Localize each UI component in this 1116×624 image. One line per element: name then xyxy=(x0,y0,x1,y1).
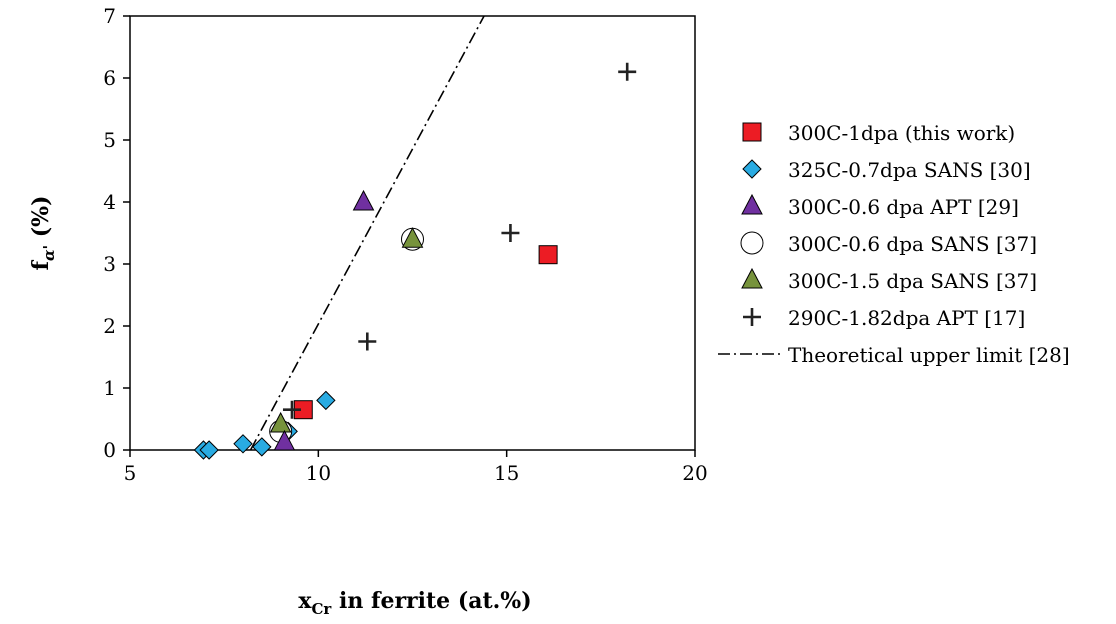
theory-line-layer xyxy=(249,15,485,451)
y-tick-label: 0 xyxy=(103,438,116,462)
data-point-triangle xyxy=(273,429,296,451)
y-tick-label: 3 xyxy=(103,252,116,276)
data-point-diamond xyxy=(252,437,272,457)
x-tick-label: 15 xyxy=(494,461,519,485)
x-tick-label: 5 xyxy=(124,461,137,485)
data-point-triangle xyxy=(352,189,375,211)
x-tick-label: 20 xyxy=(682,461,707,485)
data-point-triangle xyxy=(269,411,292,433)
data-point-diamond xyxy=(316,390,336,411)
data-point-plus xyxy=(618,62,637,81)
x-axis-label-rest: in ferrite (at.%) xyxy=(331,588,531,614)
data-point-square xyxy=(538,245,558,265)
legend-label: 300C-1.5 dpa SANS [37] xyxy=(788,269,1037,293)
legend-marker-square xyxy=(742,122,762,142)
axes: 5 10 15 20 0 1 2 3 4 5 6 7 xyxy=(103,4,707,485)
data-point-plus xyxy=(358,332,377,351)
legend-label: Theoretical upper limit [28] xyxy=(788,343,1070,367)
legend-marker-plus xyxy=(743,308,761,326)
legend-label: 300C-1dpa (this work) xyxy=(788,121,1015,145)
data-point-diamond xyxy=(199,440,219,460)
legend-label: 325C-0.7dpa SANS [30] xyxy=(788,158,1031,182)
legend-label: 300C-0.6 dpa APT [29] xyxy=(788,195,1019,219)
data-point-plus xyxy=(501,224,520,242)
y-tick-label: 4 xyxy=(103,190,116,214)
legend-marker-circle xyxy=(740,231,764,255)
y-axis-label-sub: α' xyxy=(40,245,58,261)
plot-frame xyxy=(129,15,696,451)
y-axis-label-main: f xyxy=(28,260,54,271)
legend-marker-triangle xyxy=(741,267,763,289)
legend-marker-triangle xyxy=(741,193,763,215)
y-tick-label: 2 xyxy=(103,314,116,338)
data-point-diamond xyxy=(233,434,253,454)
y-tick-label: 6 xyxy=(103,66,116,90)
y-axis-label: fα' (%) xyxy=(28,196,58,271)
legend-label: 300C-0.6 dpa SANS [37] xyxy=(788,232,1037,256)
y-tick-label: 5 xyxy=(103,128,116,152)
theory-line xyxy=(249,15,485,451)
legend-marker-diamond xyxy=(742,159,762,179)
data-point-plus xyxy=(282,400,301,419)
y-tick-label: 7 xyxy=(103,4,116,28)
y-tick-label: 1 xyxy=(103,376,116,400)
x-axis-label-main: x xyxy=(298,588,312,614)
x-tick-label: 10 xyxy=(306,461,331,485)
data-point-triangle xyxy=(401,227,424,248)
data-points xyxy=(193,62,637,460)
legend-label: 290C-1.82dpa APT [17] xyxy=(788,306,1025,330)
y-axis-label-rest: (%) xyxy=(28,196,54,245)
legend: 300C-1dpa (this work) 325C-0.7dpa SANS [3… xyxy=(718,121,1070,367)
x-axis-label-sub: Cr xyxy=(311,600,332,618)
x-axis-label: xCr in ferrite (at.%) xyxy=(298,588,531,618)
